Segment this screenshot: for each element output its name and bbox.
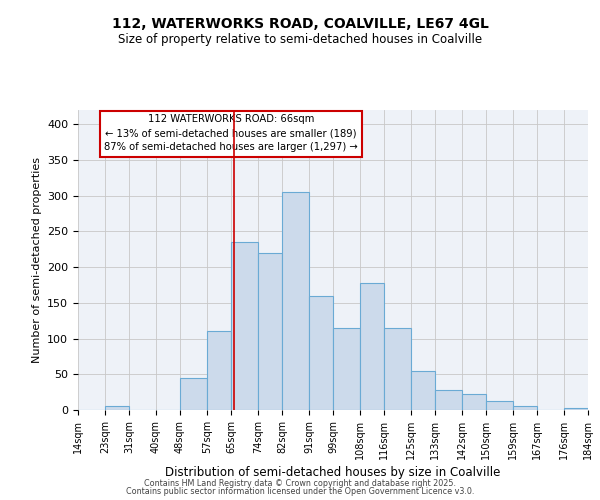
Bar <box>231 242 258 410</box>
Y-axis label: Number of semi-detached properties: Number of semi-detached properties <box>32 157 41 363</box>
Bar <box>309 296 333 410</box>
X-axis label: Distribution of semi-detached houses by size in Coalville: Distribution of semi-detached houses by … <box>166 466 500 479</box>
Text: Size of property relative to semi-detached houses in Coalville: Size of property relative to semi-detach… <box>118 32 482 46</box>
Bar <box>435 390 462 410</box>
Bar <box>486 400 513 410</box>
Bar <box>105 406 129 410</box>
Bar <box>333 328 360 410</box>
Text: 112, WATERWORKS ROAD, COALVILLE, LE67 4GL: 112, WATERWORKS ROAD, COALVILLE, LE67 4G… <box>112 18 488 32</box>
Bar <box>411 370 435 410</box>
Text: 112 WATERWORKS ROAD: 66sqm
← 13% of semi-detached houses are smaller (189)
87% o: 112 WATERWORKS ROAD: 66sqm ← 13% of semi… <box>104 114 358 152</box>
Bar <box>180 378 207 410</box>
Bar <box>564 408 588 410</box>
Bar <box>207 332 231 410</box>
Bar <box>258 253 282 410</box>
Bar <box>282 192 309 410</box>
Text: Contains HM Land Registry data © Crown copyright and database right 2025.: Contains HM Land Registry data © Crown c… <box>144 478 456 488</box>
Bar <box>513 406 537 410</box>
Text: Contains public sector information licensed under the Open Government Licence v3: Contains public sector information licen… <box>126 487 474 496</box>
Bar <box>384 328 411 410</box>
Bar <box>360 283 384 410</box>
Bar <box>462 394 486 410</box>
